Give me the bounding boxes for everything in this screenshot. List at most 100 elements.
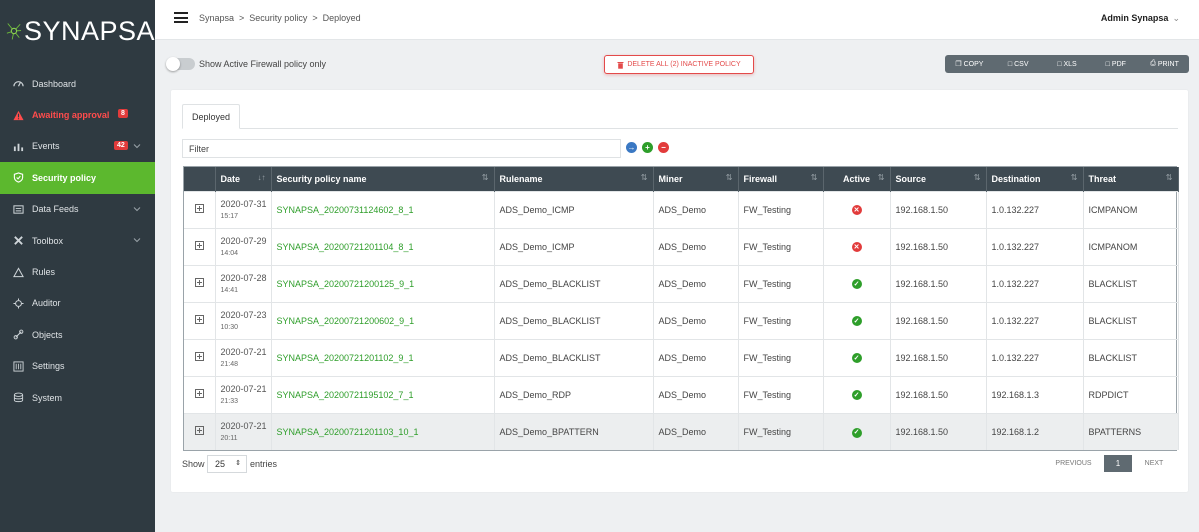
header-label: Security policy name (276, 173, 367, 184)
threat-cell: ICMPANOM (1083, 228, 1179, 265)
sidebar-item-settings[interactable]: Settings (0, 351, 155, 382)
date-cell: 2020-07-28 14:41 (215, 265, 272, 302)
chevron-down-icon (133, 206, 141, 211)
table-header-row: Date ↓↑ Security policy name ⇅ Rulename ⇅ M… (184, 167, 1179, 191)
date-cell: 2020-07-31 15:17 (215, 191, 272, 228)
tab-deployed[interactable]: Deployed (182, 104, 240, 129)
copy-button[interactable]: ❐ COPY (945, 55, 994, 73)
expand-icon[interactable] (194, 352, 204, 361)
active-cell: ✓ (823, 413, 891, 450)
source-cell: 192.168.1.50 (890, 228, 987, 265)
table-row[interactable]: 2020-07-29 14:04 SYNAPSA_20200721201104_8_… (184, 228, 1179, 265)
logo[interactable]: SYNAPSA (0, 0, 155, 62)
col-header-destination[interactable]: Destination ⇅ (986, 167, 1084, 191)
miner-cell: ADS_Demo (653, 413, 739, 450)
expand-icon[interactable] (194, 204, 204, 213)
sidebar-item-dashboard[interactable]: Dashboard (0, 68, 155, 99)
policy-table: Date ↓↑ Security policy name ⇅ Rulename ⇅ M… (183, 166, 1179, 451)
policy-name-cell[interactable]: SYNAPSA_20200721195102_7_1 (271, 376, 495, 413)
next-page-button[interactable]: NEXT (1144, 460, 1164, 467)
sidebar-item-rules[interactable]: Rules (0, 256, 155, 287)
miner-cell: ADS_Demo (653, 302, 739, 339)
menu-icon[interactable] (174, 12, 188, 23)
col-header-firewall[interactable]: Firewall ⇅ (738, 167, 824, 191)
sidebar-item-system[interactable]: System (0, 382, 155, 413)
csv-label: CSV (1014, 60, 1029, 68)
sidebar-item-events[interactable]: Events 42 (0, 131, 155, 162)
rulename-cell: ADS_Demo_BLACKLIST (494, 265, 654, 302)
check-circle-icon: ✓ (851, 427, 862, 438)
file-icon: □ (1105, 60, 1110, 68)
sidebar-item-auditor[interactable]: Auditor (0, 288, 155, 319)
add-icon[interactable]: + (642, 142, 653, 153)
col-header-threat[interactable]: Threat ⇅ (1083, 167, 1179, 191)
delete-inactive-label: DELETE ALL (2) INACTIVE POLICY (627, 61, 741, 68)
sidebar-item-label: Toolbox (32, 235, 64, 246)
table-row[interactable]: 2020-07-28 14:41 SYNAPSA_20200721200125_9_… (184, 265, 1179, 302)
sidebar-item-awaiting-approval[interactable]: Awaiting approval 8 (0, 99, 155, 130)
print-icon: ⎙ (1150, 60, 1156, 67)
col-header-rulename[interactable]: Rulename ⇅ (494, 167, 654, 191)
breadcrumb-item[interactable]: Synapsa (199, 13, 235, 23)
sidebar-item-label: Security policy (32, 172, 97, 183)
policy-name-cell[interactable]: SYNAPSA_20200721201102_9_1 (271, 339, 495, 376)
table-row[interactable]: 2020-07-21 20:11 SYNAPSA_20200721201103_10… (184, 413, 1179, 450)
expand-icon[interactable] (194, 278, 204, 287)
page-1-button[interactable]: 1 (1104, 455, 1132, 472)
table-row[interactable]: 2020-07-31 15:17 SYNAPSA_20200731124602_8_… (184, 191, 1179, 228)
delete-inactive-button[interactable]: DELETE ALL (2) INACTIVE POLICY (604, 55, 754, 74)
remove-icon[interactable]: − (658, 142, 669, 153)
col-header-miner[interactable]: Miner ⇅ (653, 167, 739, 191)
expand-icon[interactable] (194, 315, 204, 324)
header-label: Miner (658, 173, 683, 184)
col-header-date[interactable]: Date ↓↑ (215, 167, 272, 191)
col-header-policy-name[interactable]: Security policy name ⇅ (271, 167, 495, 191)
file-icon: □ (1007, 60, 1013, 68)
print-button[interactable]: ⎙ PRINT (1140, 55, 1189, 73)
sidebar-item-data-feeds[interactable]: Data Feeds (0, 194, 155, 225)
policy-name-cell[interactable]: SYNAPSA_20200721200602_9_1 (271, 302, 495, 339)
sidebar-item-toolbox[interactable]: Toolbox (0, 225, 155, 256)
database-icon (11, 391, 25, 405)
active-cell: ✓ (823, 376, 891, 413)
page-size-select[interactable]: 25 ⇕ (207, 455, 247, 473)
filter-input[interactable] (182, 139, 621, 158)
date-value: 2020-07-21 (220, 384, 267, 394)
sidebar-item-label: Objects (32, 329, 63, 340)
miner-cell: ADS_Demo (653, 191, 739, 228)
col-header-active[interactable]: Active ⇅ (823, 167, 891, 191)
rulename-cell: ADS_Demo_BLACKLIST (494, 302, 654, 339)
policy-name-cell[interactable]: SYNAPSA_20200731124602_8_1 (271, 191, 495, 228)
firewall-cell: FW_Testing (738, 228, 824, 265)
header-label: Active (842, 173, 870, 184)
table-row[interactable]: 2020-07-23 10:30 SYNAPSA_20200721200602_9_… (184, 302, 1179, 339)
header-label: Threat (1088, 173, 1117, 184)
policy-name-cell[interactable]: SYNAPSA_20200721201103_10_1 (271, 413, 495, 450)
previous-page-button[interactable]: PREVIOUS (1055, 460, 1092, 467)
policy-name-cell[interactable]: SYNAPSA_20200721201104_8_1 (271, 228, 495, 265)
source-cell: 192.168.1.50 (890, 339, 987, 376)
col-header-source[interactable]: Source ⇅ (890, 167, 987, 191)
pdf-button[interactable]: □ PDF (1091, 55, 1140, 73)
expand-icon[interactable] (194, 389, 204, 398)
date-value: 2020-07-21 (220, 347, 267, 357)
policy-name-cell[interactable]: SYNAPSA_20200721200125_9_1 (271, 265, 495, 302)
expand-icon[interactable] (194, 426, 204, 436)
csv-button[interactable]: □ CSV (994, 55, 1043, 73)
active-only-toggle[interactable] (166, 57, 195, 71)
sidebar-item-objects[interactable]: Objects (0, 319, 155, 350)
expand-cell (184, 228, 216, 265)
table-row[interactable]: 2020-07-21 21:48 SYNAPSA_20200721201102_9_… (184, 339, 1179, 376)
arrow-right-icon[interactable]: → (626, 142, 637, 153)
sidebar-item-label: Events (32, 141, 60, 152)
user-menu[interactable]: Admin Synapsa ⌄ (1101, 13, 1180, 24)
table-row[interactable]: 2020-07-21 21:33 SYNAPSA_20200721195102_7_… (184, 376, 1179, 413)
bar-chart-icon (11, 139, 25, 153)
breadcrumb-item[interactable]: Security policy (249, 13, 308, 23)
warning-icon (11, 108, 25, 122)
destination-cell: 1.0.132.227 (986, 191, 1084, 228)
expand-icon[interactable] (194, 241, 204, 250)
sort-icon: ⇅ (725, 173, 733, 182)
sidebar-item-security-policy[interactable]: Security policy (0, 162, 155, 194)
xls-button[interactable]: □ XLS (1043, 55, 1092, 73)
